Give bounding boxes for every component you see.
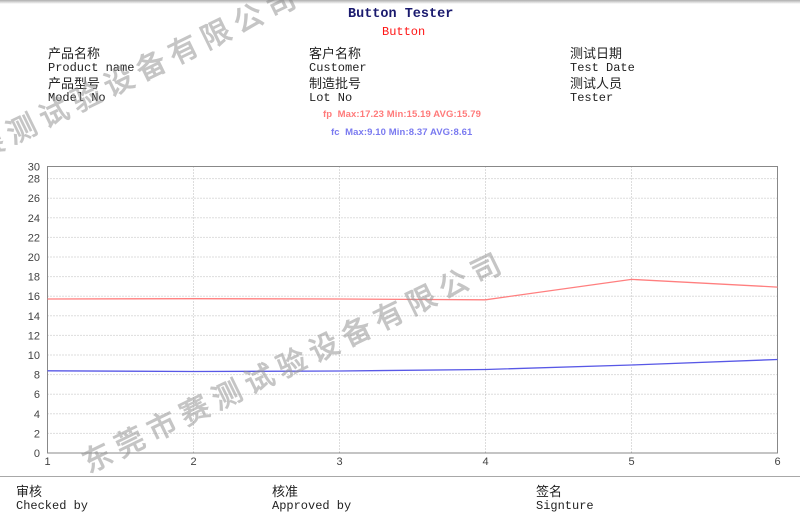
svg-text:5: 5 [628, 456, 634, 468]
svg-text:0: 0 [34, 448, 40, 460]
svg-text:26: 26 [28, 193, 40, 205]
svg-text:14: 14 [28, 311, 40, 323]
svg-text:18: 18 [28, 272, 40, 284]
svg-text:20: 20 [28, 252, 40, 264]
svg-text:22: 22 [28, 232, 40, 244]
svg-text:1: 1 [44, 456, 50, 468]
svg-text:2: 2 [190, 456, 196, 468]
svg-text:6: 6 [774, 456, 780, 468]
svg-text:10: 10 [28, 350, 40, 362]
svg-text:12: 12 [28, 330, 40, 342]
svg-text:8: 8 [34, 370, 40, 382]
svg-text:28: 28 [28, 174, 40, 186]
svg-text:16: 16 [28, 291, 40, 303]
svg-text:6: 6 [34, 389, 40, 401]
svg-text:24: 24 [28, 213, 40, 225]
svg-text:3: 3 [336, 456, 342, 468]
svg-text:4: 4 [482, 456, 488, 468]
svg-text:4: 4 [34, 409, 40, 421]
svg-text:2: 2 [34, 428, 40, 440]
svg-text:30: 30 [28, 162, 40, 174]
